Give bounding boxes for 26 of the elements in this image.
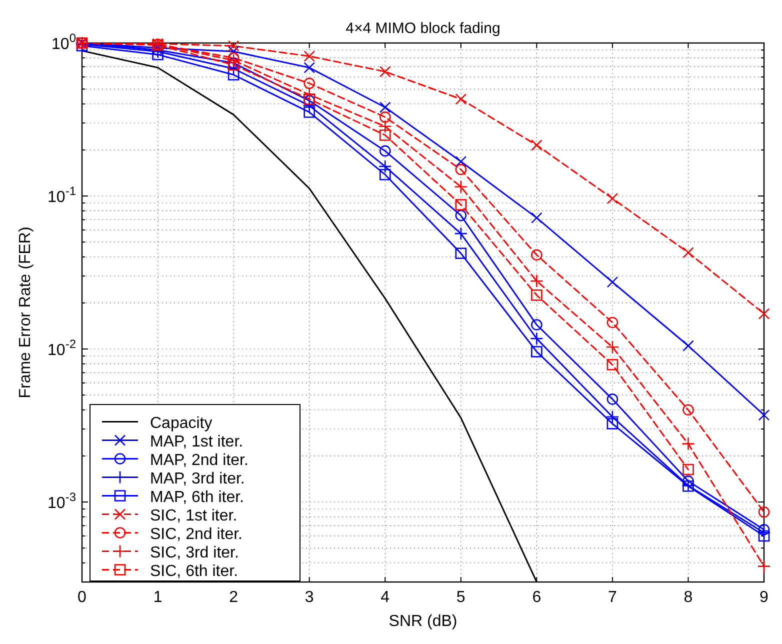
- legend-label: SIC, 2nd iter.: [150, 526, 242, 543]
- legend-label: SIC, 6th iter.: [150, 562, 238, 580]
- x-tick-label: 6: [532, 589, 542, 606]
- y-tick-label: 10$^{-2}$: [48, 337, 76, 359]
- x-tick-label: 9: [760, 589, 769, 606]
- legend-label: MAP, 1st iter.: [150, 433, 244, 450]
- y-tick-label: 10$^{0}$: [52, 31, 76, 53]
- x-tick-label: 3: [304, 589, 314, 606]
- x-tick-label: 2: [229, 589, 238, 606]
- legend-label: SIC, 3rd iter.: [150, 544, 239, 562]
- x-tick-label: 5: [456, 589, 466, 606]
- legend-label: MAP, 3rd iter.: [150, 470, 245, 488]
- y-tick-label: 10$^{-1}$: [48, 184, 76, 206]
- x-tick-label: 8: [684, 589, 693, 606]
- legend-label: MAP, 6th iter.: [150, 488, 244, 506]
- legend-label: MAP, 2nd iter.: [150, 452, 248, 469]
- y-tick-label: 10$^{-3}$: [48, 490, 76, 512]
- x-tick-label: 0: [78, 589, 87, 606]
- legend-label: SIC, 1st iter.: [150, 507, 238, 524]
- x-axis-title: SNR (dB): [388, 613, 458, 630]
- x-tick-label: 4: [380, 589, 390, 606]
- chart-title: 4×4 MIMO block fading: [346, 20, 500, 37]
- legend-label: Capacity: [150, 414, 212, 432]
- x-tick-label: 7: [608, 589, 617, 606]
- y-axis-title: Frame Error Rate (FER): [17, 226, 34, 398]
- x-tick-label: 1: [153, 589, 162, 606]
